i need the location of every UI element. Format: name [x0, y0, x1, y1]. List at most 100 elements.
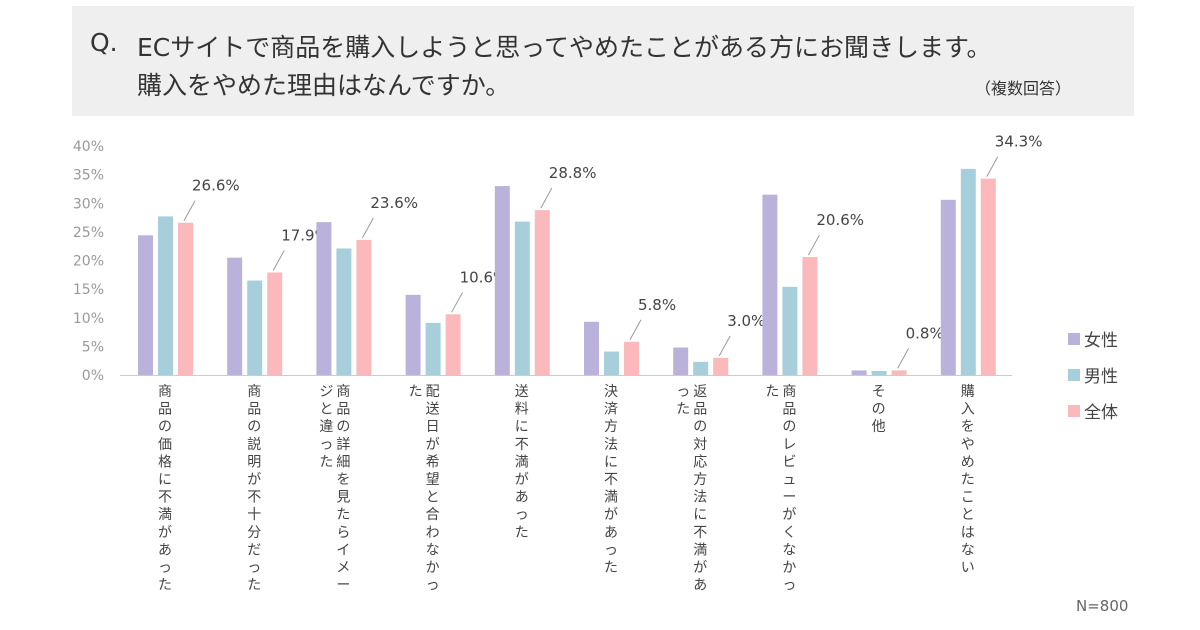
- category-label-char: ら: [336, 525, 350, 541]
- category-label-char: 方: [604, 419, 618, 435]
- category-label-char: と: [961, 507, 975, 523]
- category-label-char: 応: [693, 454, 707, 470]
- category-label-char: が: [426, 437, 440, 453]
- data-label-leader: [718, 335, 731, 357]
- category-label-char: 決: [604, 384, 618, 400]
- data-label: 34.3%: [995, 133, 1043, 151]
- data-label: 3.0%: [727, 312, 765, 330]
- legend-swatch-total: [1068, 405, 1080, 417]
- category-label-char: の: [872, 402, 886, 418]
- category-label-char: 不: [515, 437, 529, 453]
- category-label-char: と: [319, 402, 333, 418]
- category-label-char: 対: [693, 437, 707, 453]
- category-label-char: 商: [247, 384, 261, 400]
- bar-female: [316, 222, 332, 375]
- category-label-char: 望: [426, 472, 440, 488]
- question-note: （複数回答）: [975, 79, 1072, 98]
- data-label: 5.8%: [638, 296, 676, 314]
- bar-total: [356, 239, 372, 375]
- bar-total: [713, 357, 729, 375]
- category-label-char: た: [765, 384, 779, 400]
- bar-female: [673, 347, 689, 375]
- y-tick-label: 20%: [73, 254, 104, 270]
- category-label-char: 品: [336, 402, 350, 418]
- category-label-char: の: [693, 419, 707, 435]
- category-label-char: 送: [426, 402, 440, 418]
- question-line-2: 購入をやめた理由はなんですか。: [137, 71, 511, 100]
- bar-female: [851, 370, 867, 375]
- category-label-char: は: [961, 525, 975, 541]
- y-tick-label: 5%: [82, 339, 104, 355]
- category-label-char: 済: [604, 402, 618, 418]
- bar-male: [960, 168, 976, 375]
- data-label-leader: [361, 217, 374, 239]
- question-line-1: ECサイトで商品を購入しようと思ってやめたことがある方にお聞きします。: [137, 33, 992, 62]
- category-label-char: 品: [693, 402, 707, 418]
- category-label-char: 見: [336, 490, 350, 506]
- category-label-char: ー: [336, 578, 350, 594]
- category-label-char: っ: [676, 384, 690, 400]
- data-label-leader: [629, 319, 642, 341]
- category-label-char: た: [676, 402, 690, 418]
- category-label-char: 分: [247, 525, 261, 541]
- category-label-char: の: [782, 419, 796, 435]
- category-label-char: 法: [604, 437, 618, 453]
- category-label-char: そ: [872, 384, 886, 400]
- category-label-char: た: [961, 472, 975, 488]
- data-label-leader: [183, 200, 196, 221]
- category-label-char: 品: [782, 402, 796, 418]
- bar-male: [158, 216, 173, 375]
- category-label-char: 商: [336, 384, 350, 400]
- category-label-char: に: [604, 454, 618, 470]
- category-label-char: た: [247, 578, 261, 594]
- bar-male: [604, 351, 619, 375]
- bar-female: [762, 194, 778, 375]
- category-label-char: 明: [247, 454, 261, 470]
- bar-female: [138, 235, 153, 375]
- category-label-char: あ: [693, 578, 707, 594]
- category-label-char: 方: [693, 472, 707, 488]
- category-label-char: い: [961, 560, 975, 576]
- category-label-char: ー: [782, 490, 796, 506]
- sample-size-label: N=800: [1076, 597, 1129, 615]
- bar-total: [178, 222, 193, 375]
- category-label-char: た: [319, 454, 333, 470]
- data-label: 20.6%: [816, 211, 864, 229]
- data-label-leader: [897, 348, 910, 369]
- data-label: 0.8%: [906, 324, 944, 342]
- question-prefix: Q.: [90, 28, 118, 57]
- category-label-char: な: [782, 542, 796, 558]
- category-label-char: あ: [515, 490, 529, 506]
- category-label-char: っ: [158, 560, 172, 576]
- category-label-char: 合: [426, 507, 440, 523]
- category-label-char: イ: [336, 542, 350, 558]
- bar-male: [871, 370, 887, 375]
- category-label-char: だ: [247, 542, 261, 558]
- bar-male: [514, 221, 530, 375]
- category-label-char: 不: [247, 490, 261, 506]
- category-label-char: 価: [158, 437, 172, 453]
- category-label-char: 商: [782, 384, 796, 400]
- bar-male: [693, 361, 709, 375]
- category-label-char: 購: [961, 384, 975, 400]
- category-label-char: く: [782, 525, 796, 541]
- category-label-char: 満: [515, 454, 529, 470]
- category-label-char: 品: [158, 402, 172, 418]
- category-label-char: が: [515, 472, 529, 488]
- category-label-char: が: [693, 560, 707, 576]
- category-label-char: 十: [247, 507, 261, 523]
- category-label-char: 希: [426, 454, 440, 470]
- y-tick-label: 35%: [73, 168, 104, 184]
- legend-label-female: 女性: [1084, 331, 1118, 351]
- data-label-leader: [540, 187, 553, 209]
- data-label: 26.6%: [192, 177, 240, 195]
- category-label-char: 法: [693, 490, 707, 506]
- y-tick-label: 10%: [73, 311, 104, 327]
- category-label-char: の: [336, 419, 350, 435]
- bar-female: [940, 199, 956, 375]
